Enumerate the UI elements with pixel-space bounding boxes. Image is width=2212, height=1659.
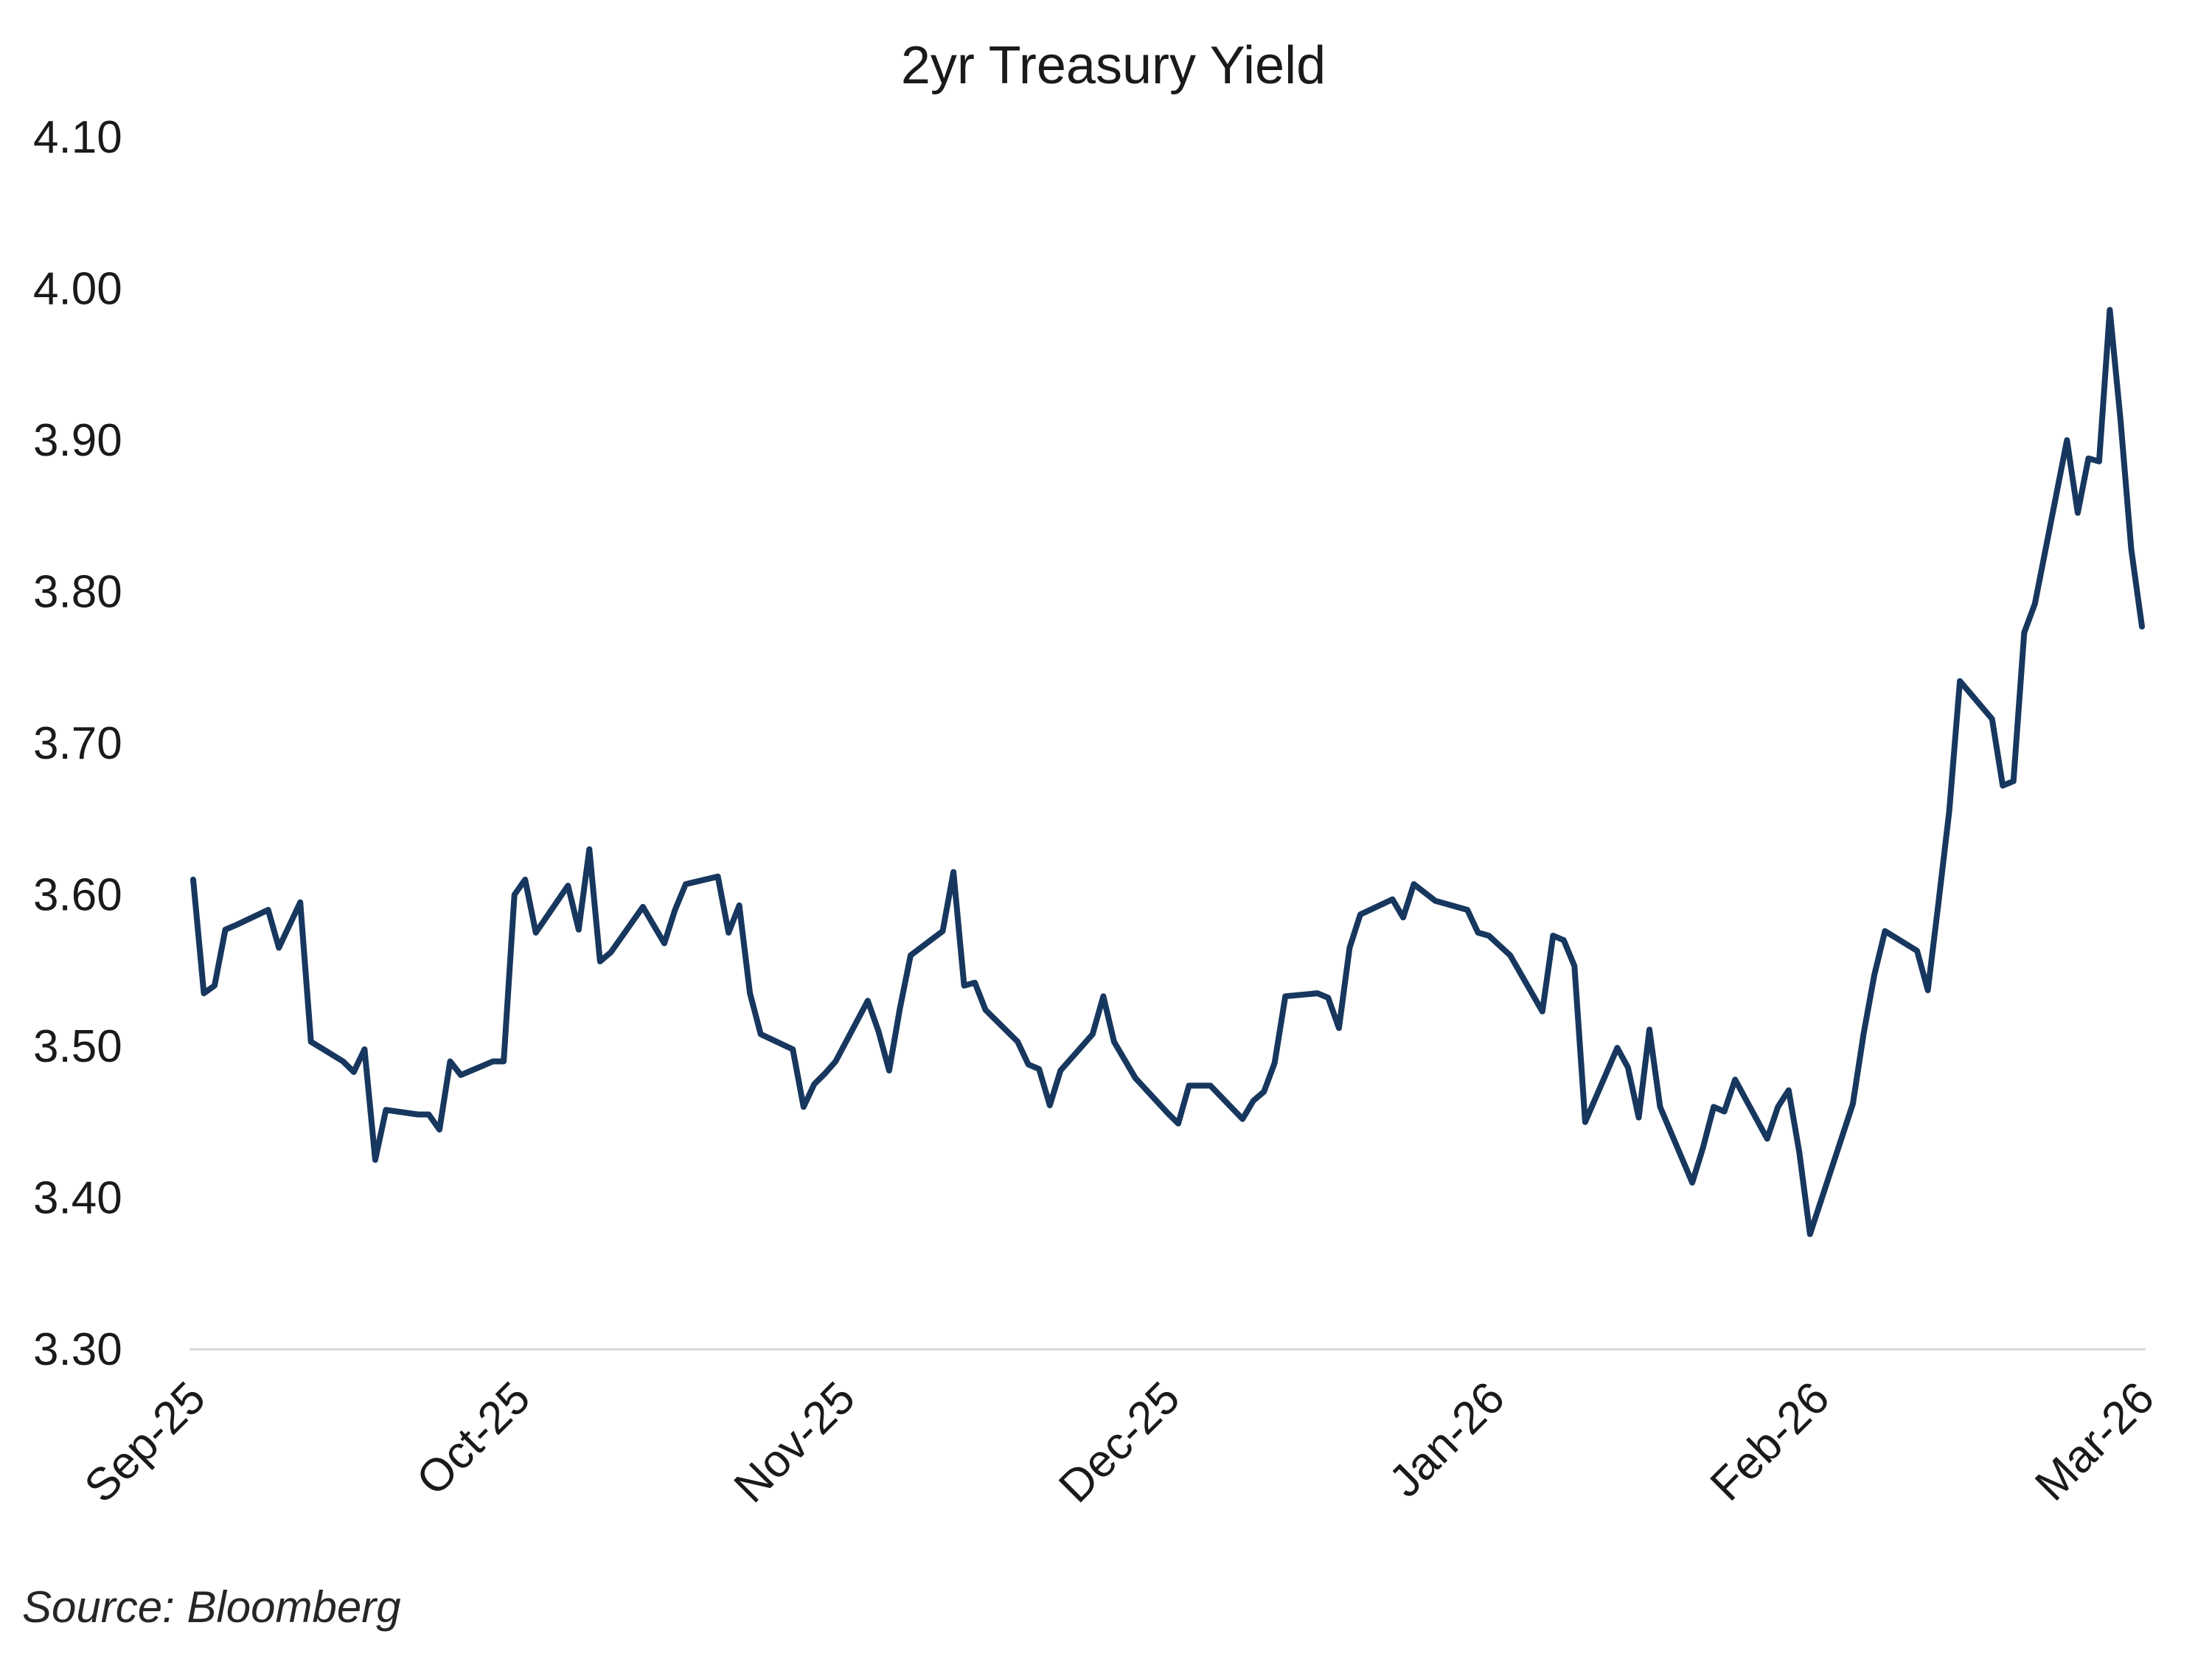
- x-tick-label: Oct-25: [407, 1372, 540, 1505]
- y-tick-label: 4.00: [33, 264, 122, 315]
- y-tick-label: 3.80: [33, 567, 122, 618]
- series-line: [190, 307, 2145, 1237]
- y-tick-label: 3.40: [33, 1173, 122, 1224]
- x-tick-label: Jan-26: [1380, 1372, 1514, 1507]
- source-note: Source: Bloomberg: [22, 1582, 401, 1632]
- x-tick-label: Mar-26: [2025, 1372, 2164, 1511]
- x-tick-label: Sep-25: [75, 1372, 215, 1512]
- y-tick-label: 3.50: [33, 1021, 122, 1072]
- x-tick-label: Dec-25: [1049, 1372, 1189, 1512]
- y-tick-label: 4.10: [33, 112, 122, 163]
- y-tick-label: 3.30: [33, 1324, 122, 1375]
- chart-title: 2yr Treasury Yield: [901, 36, 1326, 95]
- x-axis-ticks: Sep-25 Oct-25 Nov-25 Dec-25 Jan-26 Feb-26 Mar-…: [75, 1372, 2164, 1512]
- x-tick-label: Nov-25: [725, 1372, 865, 1512]
- x-tick-label: Feb-26: [1701, 1372, 1840, 1511]
- y-axis-ticks: 3.30 3.40 3.50 3.60 3.70 3.80 3.90 4.00 4.10: [33, 112, 122, 1375]
- y-tick-label: 3.90: [33, 415, 122, 466]
- y-tick-label: 3.70: [33, 718, 122, 769]
- y-tick-label: 3.60: [33, 870, 122, 921]
